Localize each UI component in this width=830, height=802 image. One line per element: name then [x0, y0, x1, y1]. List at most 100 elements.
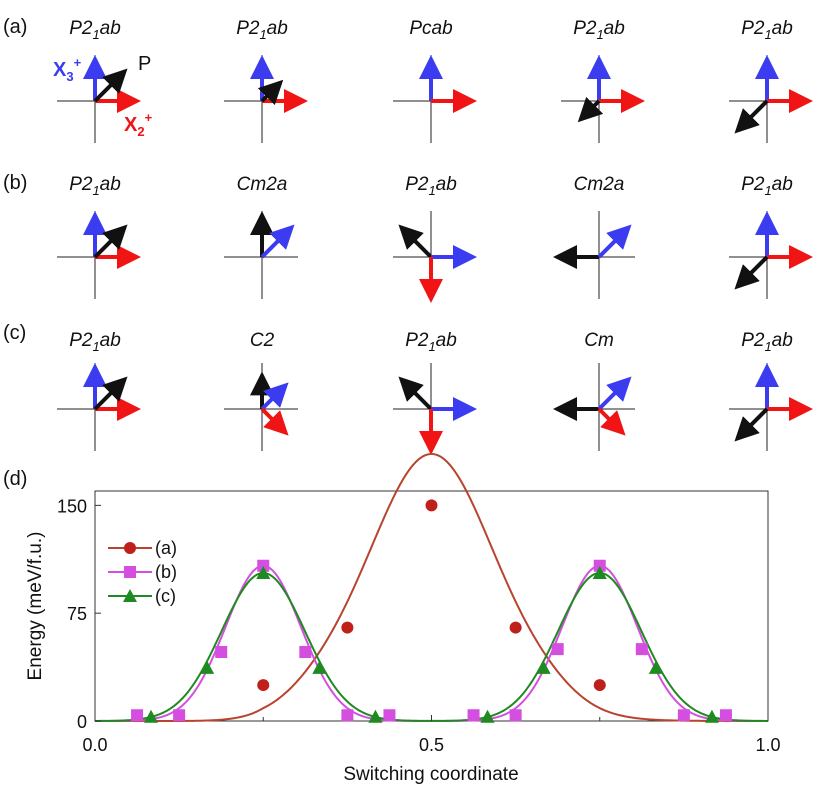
legend-label-c: (c): [155, 586, 176, 606]
diagram-a-2: P21ab: [224, 18, 308, 143]
black-vector-arrow: [398, 376, 433, 411]
diagram-c-3: P21ab: [393, 330, 477, 455]
data-point-c-6: [480, 709, 495, 723]
data-point-a-5: [593, 679, 606, 692]
panel-label-a: (a): [3, 16, 27, 38]
space-group-label: Cm: [584, 330, 614, 351]
space-group-label: P21ab: [405, 330, 457, 354]
x-tick-label: 1.0: [755, 735, 780, 755]
space-group-label: P21ab: [741, 18, 793, 42]
svg-text:X2+: X2+: [124, 110, 153, 139]
space-group-label: Cm2a: [237, 174, 288, 195]
data-point-a-1: [257, 679, 270, 692]
diagram-c-1: P21ab: [57, 330, 141, 451]
y-tick-label: 0: [77, 712, 87, 732]
y-axis-title: Energy (meV/f.u.): [25, 532, 46, 681]
diagram-b-5: P21ab: [729, 174, 813, 299]
curve-b: [95, 564, 768, 722]
diagram-b-3: P21ab: [393, 174, 477, 303]
plot-frame: [94, 490, 769, 722]
space-group-label: Cm2a: [574, 174, 625, 195]
diagram-a-3: Pcab: [393, 18, 477, 143]
data-point-a-4: [509, 621, 522, 634]
x2-annotation: X2+: [124, 110, 153, 139]
blue-vector-arrow: [597, 376, 632, 411]
blue-vector-arrow: [260, 224, 295, 259]
space-group-label: P21ab: [69, 174, 121, 198]
curve-c: [94, 571, 769, 722]
data-point-b-14: [719, 709, 732, 722]
space-group-label: P21ab: [741, 174, 793, 198]
black-vector-arrow: [398, 224, 433, 259]
black-vector-arrow: [734, 407, 769, 442]
black-vector-arrow: [257, 79, 284, 106]
data-point-c-7: [536, 660, 551, 674]
red-vector-arrow: [597, 407, 626, 436]
data-point-c-4: [312, 660, 327, 674]
space-group-label: C2: [250, 330, 275, 351]
diagram-a-1: P21ab: [57, 18, 141, 143]
data-point-b-8: [467, 709, 480, 722]
data-point-c-5: [368, 709, 383, 723]
red-vector-arrow: [260, 407, 289, 436]
data-point-a-2: [341, 621, 354, 634]
data-point-b-12: [635, 643, 648, 656]
svg-text:X3+: X3+: [53, 55, 82, 84]
data-point-b-3: [215, 646, 228, 658]
diagram-c-4: Cm: [553, 330, 635, 451]
data-point-b-6: [341, 709, 354, 722]
black-vector-arrow: [577, 96, 604, 123]
diagram-c-2: C2: [224, 330, 298, 451]
y-tick-label: 150: [57, 496, 87, 516]
space-group-label: P21ab: [573, 18, 625, 42]
data-point-b-5: [299, 646, 312, 658]
data-point-b-9: [509, 709, 522, 722]
data-point-c-2: [200, 660, 215, 674]
space-group-label: P21ab: [69, 18, 121, 42]
y-tick-label: 75: [67, 604, 87, 624]
black-vector-arrow: [93, 376, 128, 411]
svg-text:P: P: [138, 53, 151, 75]
p-annotation: P: [138, 53, 151, 75]
data-point-c-9: [648, 660, 663, 674]
diagram-b-2: Cm2a: [224, 174, 298, 299]
legend-marker-c: [123, 589, 137, 602]
data-point-b-7: [383, 709, 396, 722]
energy-chart: 0.0 0.5 1.0 0 75 150 (a) (b) (c) Switching coor…: [25, 452, 781, 785]
space-group-label: P21ab: [69, 330, 121, 354]
diagram-a-4: P21ab: [561, 18, 645, 143]
data-point-c-10: [704, 709, 719, 723]
legend: (a) (b) (c): [108, 538, 177, 606]
legend-label-a: (a): [155, 538, 177, 558]
x-tick-label: 0.0: [82, 735, 107, 755]
ticks: 0.0 0.5 1.0 0 75 150: [57, 496, 781, 755]
space-group-label: Pcab: [409, 18, 452, 39]
black-vector-arrow: [93, 224, 128, 259]
black-vector-arrow: [93, 68, 128, 103]
legend-marker-b: [124, 566, 136, 578]
x-axis-title: Switching coordinate: [343, 764, 518, 785]
space-group-label: P21ab: [236, 18, 288, 42]
panel-label-b: (b): [3, 172, 27, 194]
data-point-c-3: [256, 565, 271, 579]
data-point-b-4: [257, 559, 270, 572]
diagram-b-1: P21ab: [57, 174, 141, 299]
data-point-b-10: [551, 643, 564, 656]
x-tick-label: 0.5: [419, 735, 444, 755]
diagram-b-4: Cm2a: [553, 174, 635, 299]
panel-label-d: (d): [3, 468, 27, 490]
legend-marker-a: [124, 542, 136, 554]
data-point-c-1: [144, 709, 159, 723]
data-point-c-8: [592, 565, 607, 579]
blue-vector-arrow: [260, 382, 289, 411]
x3-annotation: X3+: [53, 55, 82, 84]
vector-diagram-rows: P21ab P21ab Pcab P21ab P21ab P21ab Cm2a P21ab Cm…: [57, 18, 813, 455]
data-point-b-11: [593, 559, 606, 572]
blue-vector-arrow: [597, 224, 632, 259]
black-vector-arrow: [734, 99, 769, 134]
data-point-b-13: [677, 709, 690, 722]
diagram-c-5: P21ab: [729, 330, 813, 451]
curves: [94, 452, 769, 722]
markers: [131, 499, 732, 723]
